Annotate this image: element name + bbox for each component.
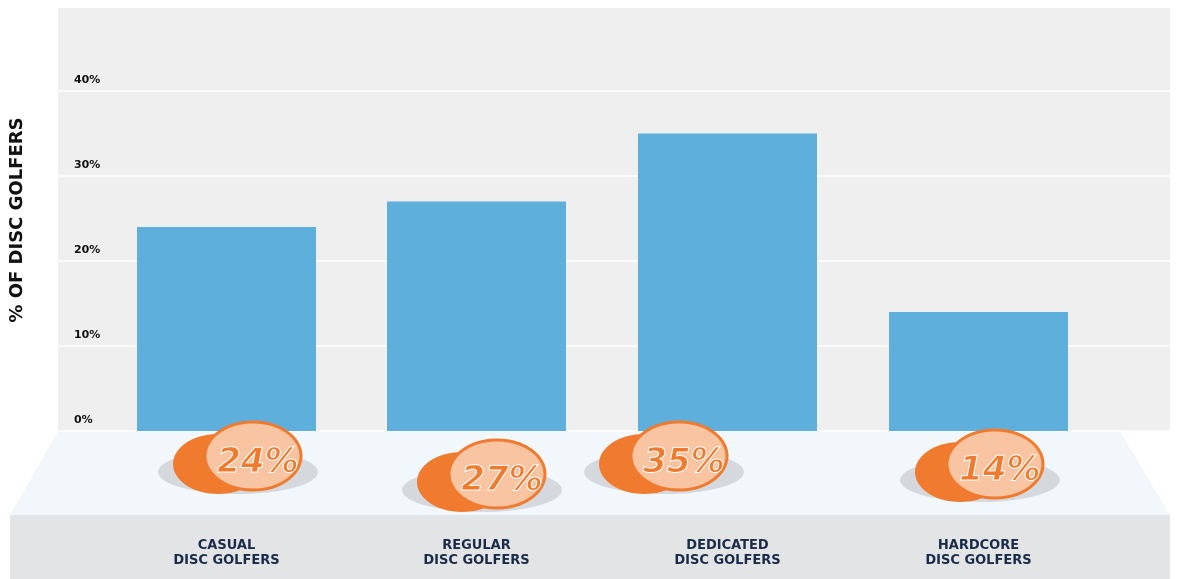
value-label: 14% [959,449,1040,489]
value-label: 35% [643,441,724,481]
y-axis-label: % OF DISC GOLFERS [6,117,27,322]
illustration [447,438,547,510]
illustration [629,420,729,492]
x-tick-label: CASUAL DISC GOLFERS [173,538,280,568]
bar [387,201,566,431]
bar [137,227,316,431]
illustration [945,428,1045,500]
bar [638,133,817,431]
illustration [203,420,303,492]
y-tick-label: 0% [74,413,93,426]
x-tick-label: HARDCORE DISC GOLFERS [925,538,1032,568]
y-tick-label: 10% [74,328,100,341]
x-tick-label: REGULAR DISC GOLFERS [423,538,530,568]
x-tick-label: DEDICATED DISC GOLFERS [674,538,781,568]
value-label: 27% [461,459,542,499]
value-label: 24% [217,441,298,481]
bar [889,312,1068,431]
y-tick-label: 20% [74,243,100,256]
y-tick-label: 40% [74,73,100,86]
y-tick-label: 30% [74,158,100,171]
label-band [10,515,1170,579]
